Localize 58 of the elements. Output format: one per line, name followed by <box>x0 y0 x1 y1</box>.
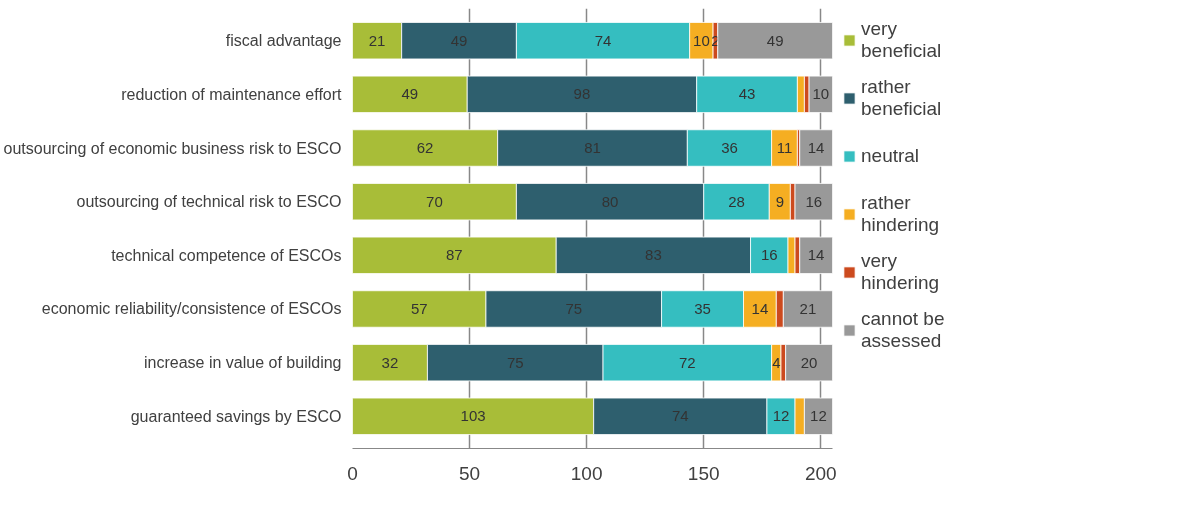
bar <box>794 183 833 221</box>
bar <box>799 129 833 167</box>
y-tick-label: technical competence of ESCOs <box>111 246 342 264</box>
data-label: 16 <box>760 246 778 264</box>
y-tick-label: increase in value of building <box>144 354 342 372</box>
legend-label: very beneficial <box>861 18 942 62</box>
legend-label: rather hindering <box>861 192 940 236</box>
data-label: 49 <box>766 31 784 49</box>
data-label: 81 <box>584 139 601 157</box>
data-label: 10 <box>812 85 830 103</box>
data-label: 32 <box>381 353 399 371</box>
data-label: 43 <box>738 85 756 103</box>
x-tick-label: 150 <box>687 462 720 484</box>
data-label: 75 <box>506 353 524 371</box>
x-tick-label: 100 <box>570 462 603 484</box>
data-label: 11 <box>776 139 793 157</box>
x-tick-label: 0 <box>347 462 358 484</box>
data-label: 87 <box>446 246 463 264</box>
y-tick-label: outsourcing of economic business risk to ESCO <box>3 139 342 157</box>
legend-label: rather beneficial <box>861 76 942 120</box>
data-label: 49 <box>450 31 468 49</box>
data-label: 70 <box>426 192 443 210</box>
data-label: 21 <box>799 299 817 317</box>
data-label: 9 <box>775 192 784 210</box>
data-label: 21 <box>368 31 386 49</box>
data-label: 62 <box>416 139 434 157</box>
data-label: 74 <box>594 31 612 49</box>
y-tick-label: fiscal advantage <box>225 32 342 50</box>
data-label: 36 <box>721 139 738 157</box>
data-label: 14 <box>807 246 825 264</box>
data-label: 16 <box>805 192 823 210</box>
data-label: 83 <box>645 246 662 264</box>
y-tick-label: economic reliability/consistence of ESCOs <box>41 300 342 318</box>
x-tick-label: 50 <box>459 462 481 484</box>
data-label: 75 <box>565 299 583 317</box>
data-label: 74 <box>671 407 689 425</box>
y-tick-label: reduction of maintenance effort <box>121 85 343 103</box>
data-label: 28 <box>728 192 745 210</box>
data-label: 72 <box>678 353 696 371</box>
legend-label: very hindering <box>861 250 940 294</box>
data-label: 14 <box>751 299 769 317</box>
data-label: 20 <box>800 353 818 371</box>
data-label: 12 <box>772 407 790 425</box>
data-label: 49 <box>401 85 419 103</box>
data-label: 80 <box>601 192 619 210</box>
data-label: 14 <box>807 139 825 157</box>
data-label: 10 <box>693 31 710 49</box>
x-tick-label: 200 <box>804 462 837 484</box>
data-label: 57 <box>410 299 428 317</box>
data-label: 98 <box>573 85 591 103</box>
legend-label: neutral <box>861 144 920 168</box>
data-label: 103 <box>460 407 486 425</box>
y-tick-label: outsourcing of technical risk to ESCO <box>76 193 342 211</box>
data-label: 35 <box>694 299 711 317</box>
data-label: 12 <box>810 407 827 425</box>
y-tick-label: guaranteed savings by ESCO <box>130 407 342 425</box>
legend-label: cannot be assessed <box>861 308 945 352</box>
bar <box>808 75 833 113</box>
